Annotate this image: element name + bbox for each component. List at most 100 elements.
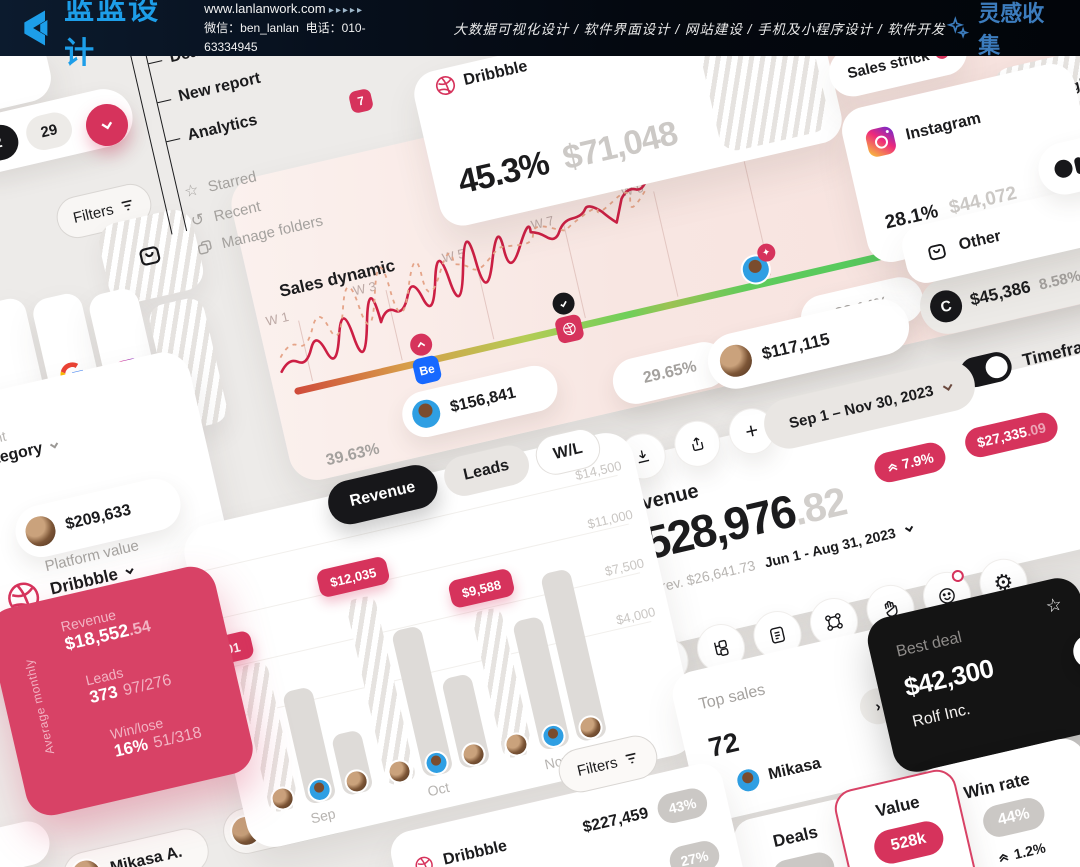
- command-button[interactable]: [805, 593, 863, 651]
- percent-a: 29.65%: [641, 358, 699, 387]
- deals-badge: [770, 849, 838, 867]
- platform-stat-amount: $71,048: [559, 114, 681, 178]
- row-name: Dribbble: [441, 837, 509, 867]
- menu-item-new-report[interactable]: New report: [176, 69, 263, 106]
- referrer-title: by referrer category: [0, 439, 45, 491]
- document-button[interactable]: [748, 606, 807, 664]
- blocks-button[interactable]: [692, 619, 750, 677]
- tabs-amount: $156,841: [448, 384, 518, 416]
- avatar: [67, 855, 106, 867]
- chevron-down-icon: [50, 440, 59, 449]
- logo-icon: [24, 10, 48, 46]
- arrows-decoration: ▸▸▸▸▸: [328, 5, 364, 17]
- revenue-cents: .82: [789, 479, 851, 535]
- tab-wl[interactable]: W/L: [531, 425, 605, 479]
- best-deal-value: $42,300: [901, 652, 997, 703]
- menu-item-starred[interactable]: ☆ Starred: [182, 167, 259, 202]
- best-deal-title: Best deal: [894, 628, 964, 661]
- svg-text:W 3: W 3: [352, 279, 378, 299]
- coin-icon: C: [926, 287, 966, 326]
- check-marker: [550, 290, 577, 317]
- behance-marker[interactable]: Be: [405, 331, 444, 386]
- folders-icon: [196, 239, 214, 257]
- win-rate-delta: 1.2%: [1012, 839, 1048, 863]
- top-sales-person: Mikasa: [766, 754, 823, 784]
- coin-amount: $45,386: [968, 277, 1033, 310]
- svg-text:W 1: W 1: [264, 309, 290, 329]
- star-outline-icon[interactable]: ☆: [1043, 593, 1065, 617]
- services-list: 大数据可视化设计 / 软件界面设计 / 网站建设 / 手机及小程序设计 / 软件…: [453, 22, 946, 37]
- amount-b: $209,633: [63, 501, 133, 534]
- download-button[interactable]: [615, 428, 671, 484]
- header-bar: 蓝蓝设计 www.lanlanwork.com ▸▸▸▸▸ 微信：ben_lan…: [0, 0, 1080, 70]
- coin-percent: 8.58%: [1037, 267, 1080, 294]
- chevron-down-button[interactable]: [81, 99, 133, 151]
- star-icon: ☆: [182, 181, 201, 202]
- other-card[interactable]: Other: [898, 183, 1080, 287]
- filter-icon: [120, 198, 136, 213]
- month-label: Sep: [309, 805, 337, 827]
- menu-item-manage-folders[interactable]: Manage folders: [196, 212, 325, 257]
- amount-a: $117,115: [759, 329, 832, 364]
- timeframe-label: Timeframe: [1020, 332, 1080, 370]
- platform-stat-name: Dribbble: [461, 57, 530, 90]
- menu-item-recent[interactable]: ↺ Recent: [189, 197, 263, 231]
- average-monthly-card: Average monthly Revenue $18,552.54 Leads…: [0, 561, 258, 821]
- sparkle-icon: [946, 16, 970, 39]
- website[interactable]: www.lanlanwork.com: [204, 1, 326, 17]
- hand-button[interactable]: [861, 580, 920, 638]
- counter-black[interactable]: 12: [0, 120, 22, 167]
- filters-button[interactable]: Filters: [52, 179, 156, 243]
- brand[interactable]: 蓝蓝设计: [18, 0, 186, 72]
- person-name: Mikasa A.: [108, 843, 184, 867]
- chevron-up-marker: [407, 331, 435, 358]
- notification-dot: [950, 568, 966, 584]
- bag-icon: [924, 238, 950, 264]
- person-pill-mikasa[interactable]: Mikasa A.: [58, 823, 214, 867]
- share-button[interactable]: [669, 416, 725, 472]
- instagram-name: Instagram: [904, 109, 983, 144]
- revenue-delta-badge: 7.9%: [871, 439, 949, 486]
- monthly-revenue-cents: .54: [126, 617, 153, 640]
- filter-icon: [624, 751, 640, 766]
- chevron-down-icon: [125, 565, 134, 575]
- menu-item-analytics[interactable]: Analytics: [185, 111, 259, 145]
- svg-text:W 5: W 5: [441, 246, 467, 266]
- bag-tile[interactable]: [95, 205, 208, 308]
- month-label: Oct: [425, 778, 451, 800]
- phone: 电话：010-63334945: [204, 21, 366, 55]
- table-row[interactable]: Dribbble $227,459 43%: [411, 785, 711, 867]
- platform-stat-percent: 45.3%: [454, 143, 553, 202]
- filters-button-2[interactable]: Filters: [554, 731, 662, 797]
- value-badge: 528k: [870, 818, 947, 867]
- tab-leads[interactable]: Leads: [439, 441, 533, 500]
- avatar: [732, 764, 764, 796]
- counter-gray[interactable]: 29: [22, 108, 76, 154]
- win-rate-badge: 44%: [979, 794, 1048, 841]
- row-amount: $227,459: [581, 804, 651, 837]
- tab-revenue[interactable]: Revenue: [323, 460, 442, 529]
- referrer-table-card: Dribbble $227,459 43% 27%: [386, 759, 750, 867]
- dribbble-marker[interactable]: [547, 290, 586, 345]
- chevron-down-icon: [942, 380, 953, 391]
- win-rate-card[interactable]: Win rate 44% 1.2%: [912, 734, 1080, 867]
- dribbble-icon: [412, 853, 436, 867]
- bar-badge: $12,035: [315, 555, 391, 599]
- inspiration-collect[interactable]: 灵感收集: [945, 0, 1062, 60]
- row-percent-badge: 43%: [654, 785, 711, 826]
- revenue-amount-badge: $27,335.09: [962, 409, 1061, 461]
- dribbble-stat-card[interactable]: Dribbble 45.3% $71,048: [409, 0, 847, 231]
- filters-label: Filters: [575, 753, 620, 780]
- badge-amount: $27,335: [975, 423, 1029, 451]
- wechat: 微信：ben_lanlan: [204, 21, 299, 36]
- medium-icon: [1052, 154, 1080, 180]
- chevron-right-button[interactable]: ›: [1069, 630, 1080, 672]
- avatar: [407, 394, 446, 433]
- other-label: Other: [957, 227, 1003, 254]
- top-sales-title: Top sales: [697, 681, 767, 714]
- top-sales-value: 72: [705, 726, 742, 763]
- revenue-delta: 7.9%: [900, 449, 936, 473]
- avatar: [20, 510, 61, 552]
- chevron-down-icon: [904, 523, 914, 533]
- menu-tree: Deal duration New report Analytics ☆Star…: [106, 0, 455, 309]
